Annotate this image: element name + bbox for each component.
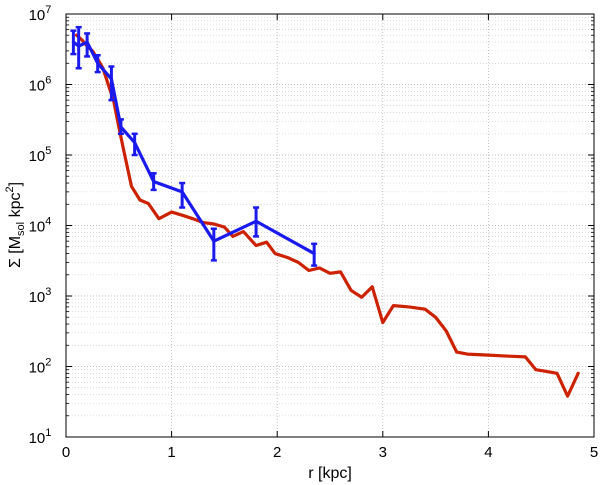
y-tick-label-base: 10 — [29, 148, 46, 165]
y-tick-label: 102 — [29, 357, 52, 377]
x-tick-label: 5 — [590, 444, 598, 461]
y-tick-label: 107 — [29, 4, 52, 24]
x-tick-label: 2 — [273, 444, 281, 461]
x-axis-label: r [kpc] — [308, 465, 352, 482]
y-axis-label-main: Σ [M — [7, 236, 24, 268]
y-tick-label-base: 10 — [29, 430, 46, 447]
y-tick-label: 106 — [29, 75, 52, 95]
y-tick-label-base: 10 — [29, 360, 46, 377]
y-axis-label-end: ] — [7, 182, 24, 186]
y-tick-label-exponent: 3 — [45, 286, 51, 298]
y-tick-label-exponent: 1 — [45, 427, 51, 439]
y-axis-label-sup: 2 — [4, 186, 16, 192]
y-tick-label-base: 10 — [29, 289, 46, 306]
y-tick-label: 103 — [29, 286, 52, 306]
y-tick-label-exponent: 5 — [45, 145, 51, 157]
y-tick-label: 104 — [29, 216, 52, 236]
y-tick-label-base: 10 — [29, 219, 46, 236]
y-tick-label-base: 10 — [29, 78, 46, 95]
y-axis-label-mid: kpc — [7, 193, 24, 222]
x-tick-label: 0 — [62, 444, 70, 461]
y-tick-label-exponent: 2 — [45, 357, 51, 369]
x-tick-label: 4 — [484, 444, 492, 461]
y-tick-label: 101 — [29, 427, 52, 447]
y-axis-label: Σ [Msol kpc2] — [4, 182, 27, 268]
y-tick-label-exponent: 4 — [45, 216, 51, 228]
x-tick-label: 3 — [379, 444, 387, 461]
y-tick-label-base: 10 — [29, 7, 46, 24]
y-tick-label-exponent: 6 — [45, 75, 51, 87]
data-layer — [70, 25, 580, 398]
ticks — [65, 13, 595, 438]
y-tick-label: 105 — [29, 145, 52, 165]
x-tick-label: 1 — [167, 444, 175, 461]
y-tick-label-exponent: 7 — [45, 4, 51, 16]
y-axis-label-sub: sol — [15, 222, 27, 236]
grid — [65, 13, 595, 438]
